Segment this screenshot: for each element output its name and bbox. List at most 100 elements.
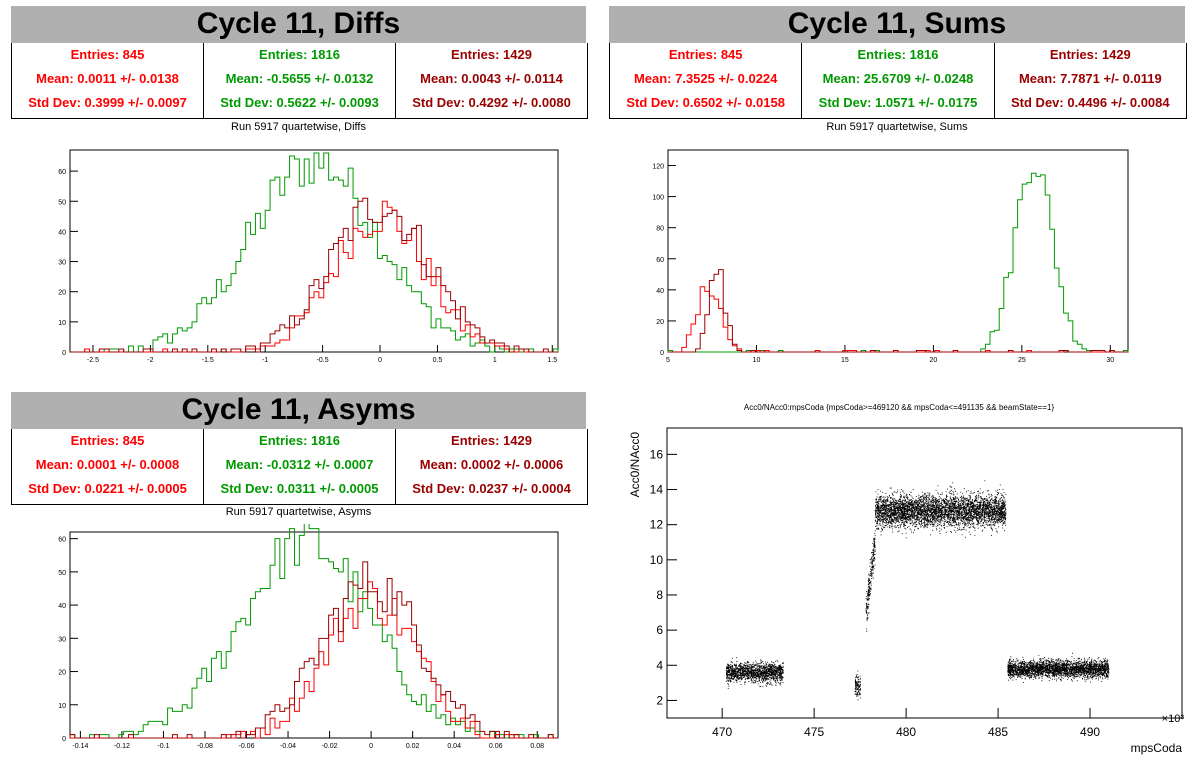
y-tick-label: 20	[58, 670, 66, 677]
stats-mean: Mean: -0.5655 +/- 0.0132	[225, 71, 374, 86]
stats-std: Std Dev: 0.6502 +/- 0.0158	[626, 95, 785, 110]
stats-mean: Mean: 0.0043 +/- 0.0114	[420, 71, 563, 86]
stats-entries: Entries: 845	[70, 47, 145, 62]
x-tick-label: 0	[378, 357, 382, 364]
y-tick-label: 40	[58, 229, 66, 236]
sums-subtitle: Run 5917 quartetwise, Sums	[826, 121, 968, 133]
x-tick-label: 485	[988, 725, 1008, 739]
x-tick-label: 1	[493, 357, 497, 364]
sums-histogram: 0 20 40 60 80 100 120 5 10 15 20 25 30	[652, 149, 1129, 364]
x-tick-label: 0.04	[447, 743, 461, 750]
stats-entries: Entries: 1429	[451, 47, 532, 62]
stats-mean: Mean: 7.7871 +/- 0.0119	[1018, 71, 1162, 86]
x-tick-label: 0	[369, 743, 373, 750]
stats-mean: Mean: 25.6709 +/- 0.0248	[822, 71, 974, 86]
stats-entries: Entries: 1816	[857, 47, 939, 62]
x-tick-label: -0.14	[72, 743, 88, 750]
diffs-subtitle: Run 5917 quartetwise, Diffs	[231, 121, 366, 133]
y-tick-label: 60	[656, 257, 664, 264]
sums-stats-red: Entries: 845 Mean: 7.3525 +/- 0.0224 Std…	[610, 43, 801, 118]
stats-std: Std Dev: 0.0237 +/- 0.0004	[412, 481, 571, 496]
scatter-cluster	[865, 532, 876, 632]
x-tick-label: 20	[929, 357, 937, 364]
y-tick-label: 60	[58, 537, 66, 544]
plot-frame	[69, 149, 559, 353]
y-tick-label: 0	[660, 350, 664, 357]
scatter-cluster	[1007, 652, 1110, 683]
sums-stats-darkred: Entries: 1429 Mean: 7.7871 +/- 0.0119 St…	[993, 43, 1186, 118]
diffs-stats-green: Entries: 1816 Mean: -0.5655 +/- 0.0132 S…	[203, 43, 395, 118]
stats-std: Std Dev: 0.3999 +/- 0.0097	[28, 95, 187, 110]
diffs-histogram: 0 10 20 30 40 50 60 -2.5 -2 -1.5 -1 -0.5 0 0.5 1 1.5	[58, 149, 559, 364]
y-tick-label: 4	[656, 658, 663, 672]
y-axis-label: Acc0/NAcc0	[628, 432, 642, 498]
scatter-cluster	[725, 657, 784, 689]
y-tick-label: 50	[58, 199, 66, 206]
x-tick-label: 475	[804, 725, 824, 739]
x-tick-label: -0.1	[157, 743, 169, 750]
x-tick-label: -0.12	[114, 743, 130, 750]
x-tick-label: -0.02	[322, 743, 338, 750]
hist-series	[668, 269, 1128, 353]
x-tick-label: 0.02	[406, 743, 420, 750]
y-tick-label: 20	[58, 290, 66, 297]
x-tick-label: -0.5	[317, 357, 329, 364]
plot-frame	[666, 427, 1183, 719]
y-tick-label: 2	[656, 693, 663, 707]
plot-frame	[667, 149, 1129, 353]
x-tick-label: 490	[1080, 725, 1100, 739]
asyms-stats-table: Entries: 845 Mean: 0.0001 +/- 0.0008 Std…	[11, 429, 588, 505]
y-tick-label: 60	[58, 169, 66, 176]
y-tick-label: 100	[652, 195, 664, 202]
sums-title: Cycle 11, Sums	[609, 6, 1185, 43]
diffs-stats-darkred: Entries: 1429 Mean: 0.0043 +/- 0.0114 St…	[395, 43, 587, 118]
stats-entries: Entries: 1816	[259, 433, 340, 448]
y-tick-label: 6	[656, 623, 663, 637]
x-tick-label: -2	[147, 357, 153, 364]
x-tick-label: -0.08	[197, 743, 213, 750]
stats-std: Std Dev: 0.5622 +/- 0.0093	[220, 95, 379, 110]
diffs-title: Cycle 11, Diffs	[11, 6, 586, 43]
diffs-stats-table: Entries: 845 Mean: 0.0011 +/- 0.0138 Std…	[11, 43, 588, 119]
x-tick-label: 10	[753, 357, 761, 364]
x-tick-label: 480	[896, 725, 916, 739]
y-tick-label: 50	[58, 570, 66, 577]
x-tick-label: 1.5	[547, 357, 557, 364]
x-tick-label: 470	[712, 725, 732, 739]
stats-std: Std Dev: 1.0571 +/- 0.0175	[818, 95, 978, 110]
stats-entries: Entries: 1429	[1049, 47, 1131, 62]
hist-series	[70, 152, 559, 353]
y-tick-label: 0	[62, 736, 66, 743]
x-tick-label: 0.5	[433, 357, 443, 364]
y-tick-label: 10	[650, 553, 664, 567]
x-tick-label: 30	[1106, 357, 1114, 364]
y-tick-label: 20	[656, 319, 664, 326]
y-tick-label: 30	[58, 636, 66, 643]
y-tick-label: 12	[650, 518, 664, 532]
x-tick-label: -0.06	[239, 743, 255, 750]
hist-series	[70, 197, 558, 353]
y-tick-label: 10	[58, 320, 66, 327]
stats-mean: Mean: -0.0312 +/- 0.0007	[225, 457, 374, 472]
x-tick-label: -1	[262, 357, 268, 364]
sums-stats-green: Entries: 1816 Mean: 25.6709 +/- 0.0248 S…	[801, 43, 993, 118]
y-tick-label: 120	[652, 164, 664, 171]
x-tick-label: -2.5	[87, 357, 99, 364]
hist-series	[69, 524, 558, 739]
x-scale-label: ×10³	[1162, 713, 1185, 725]
stats-mean: Mean: 0.0011 +/- 0.0138	[36, 71, 179, 86]
y-tick-label: 8	[656, 588, 663, 602]
y-tick-label: 80	[656, 226, 664, 233]
sums-stats-table: Entries: 845 Mean: 7.3525 +/- 0.0224 Std…	[609, 43, 1187, 119]
asyms-stats-darkred: Entries: 1429 Mean: 0.0002 +/- 0.0006 St…	[395, 429, 587, 504]
stats-std: Std Dev: 0.4496 +/- 0.0084	[1011, 95, 1170, 110]
y-tick-label: 10	[58, 703, 66, 710]
diffs-stats-red: Entries: 845 Mean: 0.0011 +/- 0.0138 Std…	[12, 43, 203, 118]
asyms-stats-green: Entries: 1816 Mean: -0.0312 +/- 0.0007 S…	[203, 429, 395, 504]
x-tick-label: 5	[666, 357, 670, 364]
scatter-plot: Acc0/NAcc0:mpsCoda {mpsCoda>=469120 && m…	[628, 403, 1185, 755]
stats-entries: Entries: 1429	[451, 433, 532, 448]
stats-std: Std Dev: 0.0221 +/- 0.0005	[28, 481, 187, 496]
asyms-subtitle: Run 5917 quartetwise, Asyms	[225, 506, 372, 518]
stats-std: Std Dev: 0.4292 +/- 0.0080	[412, 95, 571, 110]
